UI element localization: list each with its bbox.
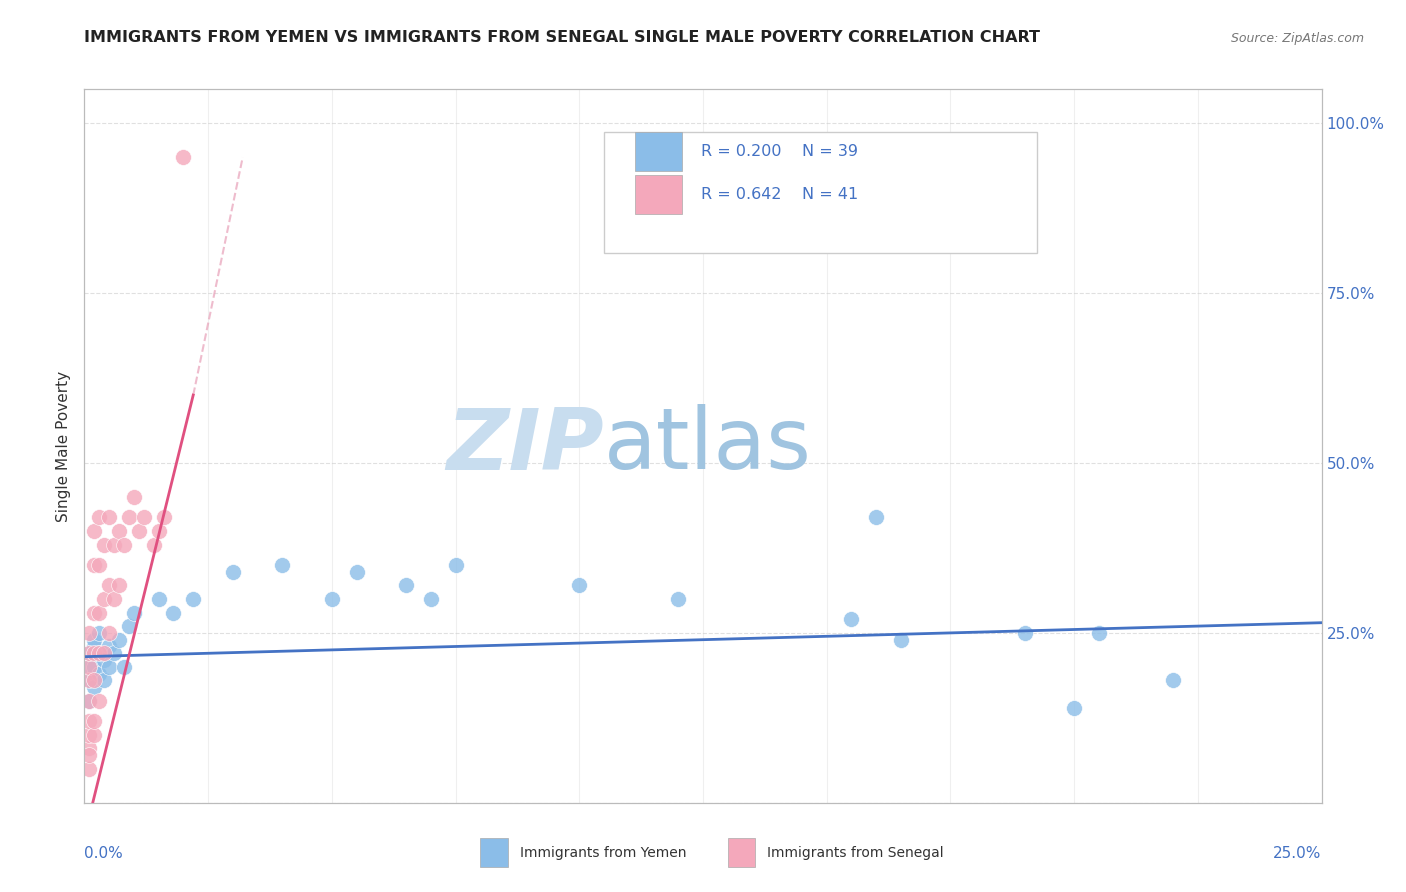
Text: Immigrants from Senegal: Immigrants from Senegal (768, 846, 943, 860)
Point (1088, 626, 1111, 640)
Point (79, 694, 101, 708)
Point (112, 660, 135, 674)
Point (93, 673, 115, 688)
Point (841, 612, 863, 626)
Point (132, 510, 155, 524)
Point (118, 510, 141, 524)
Point (83, 680, 105, 694)
Text: ZIP: ZIP (446, 404, 605, 488)
Point (89, 646, 111, 660)
Point (93, 653, 115, 667)
Point (93, 591, 115, 606)
Bar (636, 132, 682, 171)
Point (152, 510, 174, 524)
Point (98, 510, 121, 524)
Point (89, 626, 111, 640)
Point (568, 578, 591, 592)
Point (321, 591, 343, 606)
Point (79, 741, 101, 756)
Point (865, 510, 887, 524)
Point (79, 660, 101, 674)
Point (666, 591, 689, 606)
Point (79, 646, 101, 660)
Point (89, 558, 111, 572)
Text: IMMIGRANTS FROM YEMEN VS IMMIGRANTS FROM SENEGAL SINGLE MALE POVERTY CORRELATION: IMMIGRANTS FROM YEMEN VS IMMIGRANTS FROM… (84, 29, 1040, 45)
Point (1063, 700, 1085, 714)
Text: Immigrants from Yemen: Immigrants from Yemen (520, 846, 686, 860)
Point (1161, 673, 1184, 688)
Y-axis label: Single Male Poverty: Single Male Poverty (56, 370, 72, 522)
Point (419, 591, 441, 606)
Point (79, 673, 101, 688)
Point (83, 524, 105, 538)
Text: 0.0%: 0.0% (84, 846, 124, 861)
Point (98, 660, 121, 674)
Point (89, 694, 111, 708)
Point (83, 728, 105, 742)
Point (108, 578, 131, 592)
Point (79, 626, 101, 640)
Point (83, 640, 105, 654)
Point (98, 578, 121, 592)
Point (271, 558, 294, 572)
Point (181, 591, 204, 606)
Point (79, 728, 101, 742)
Point (108, 632, 131, 647)
Text: R = 0.642    N = 41: R = 0.642 N = 41 (700, 187, 858, 202)
Point (89, 510, 111, 524)
Point (112, 537, 135, 551)
Point (79, 714, 101, 729)
Point (444, 558, 467, 572)
Point (83, 646, 105, 660)
FancyBboxPatch shape (605, 132, 1038, 253)
Point (172, 150, 194, 164)
Bar (481, 838, 508, 867)
Point (128, 524, 150, 538)
Point (79, 748, 101, 763)
Point (83, 714, 105, 729)
Point (103, 537, 125, 551)
Point (79, 694, 101, 708)
Point (1014, 626, 1036, 640)
Point (83, 673, 105, 688)
Point (346, 565, 368, 579)
Point (79, 673, 101, 688)
Point (103, 591, 125, 606)
Point (142, 537, 165, 551)
Point (108, 524, 131, 538)
Point (83, 660, 105, 674)
Point (103, 646, 125, 660)
Point (98, 640, 121, 654)
Point (118, 619, 141, 633)
Point (222, 565, 245, 579)
Point (93, 537, 115, 551)
Point (89, 666, 111, 681)
Bar (636, 175, 682, 214)
Point (79, 762, 101, 776)
Point (890, 632, 912, 647)
Point (83, 632, 105, 647)
Point (89, 606, 111, 620)
Point (79, 660, 101, 674)
Text: R = 0.200    N = 39: R = 0.200 N = 39 (700, 145, 858, 159)
Point (83, 558, 105, 572)
Point (93, 646, 115, 660)
Point (89, 646, 111, 660)
Point (98, 626, 121, 640)
Point (79, 646, 101, 660)
Point (83, 606, 105, 620)
Point (162, 606, 184, 620)
Point (122, 606, 145, 620)
Point (148, 591, 170, 606)
Text: Source: ZipAtlas.com: Source: ZipAtlas.com (1230, 31, 1364, 45)
Text: atlas: atlas (605, 404, 813, 488)
Text: 25.0%: 25.0% (1274, 846, 1322, 861)
Point (122, 490, 145, 504)
Point (395, 578, 418, 592)
Bar (728, 838, 755, 867)
Point (148, 524, 170, 538)
